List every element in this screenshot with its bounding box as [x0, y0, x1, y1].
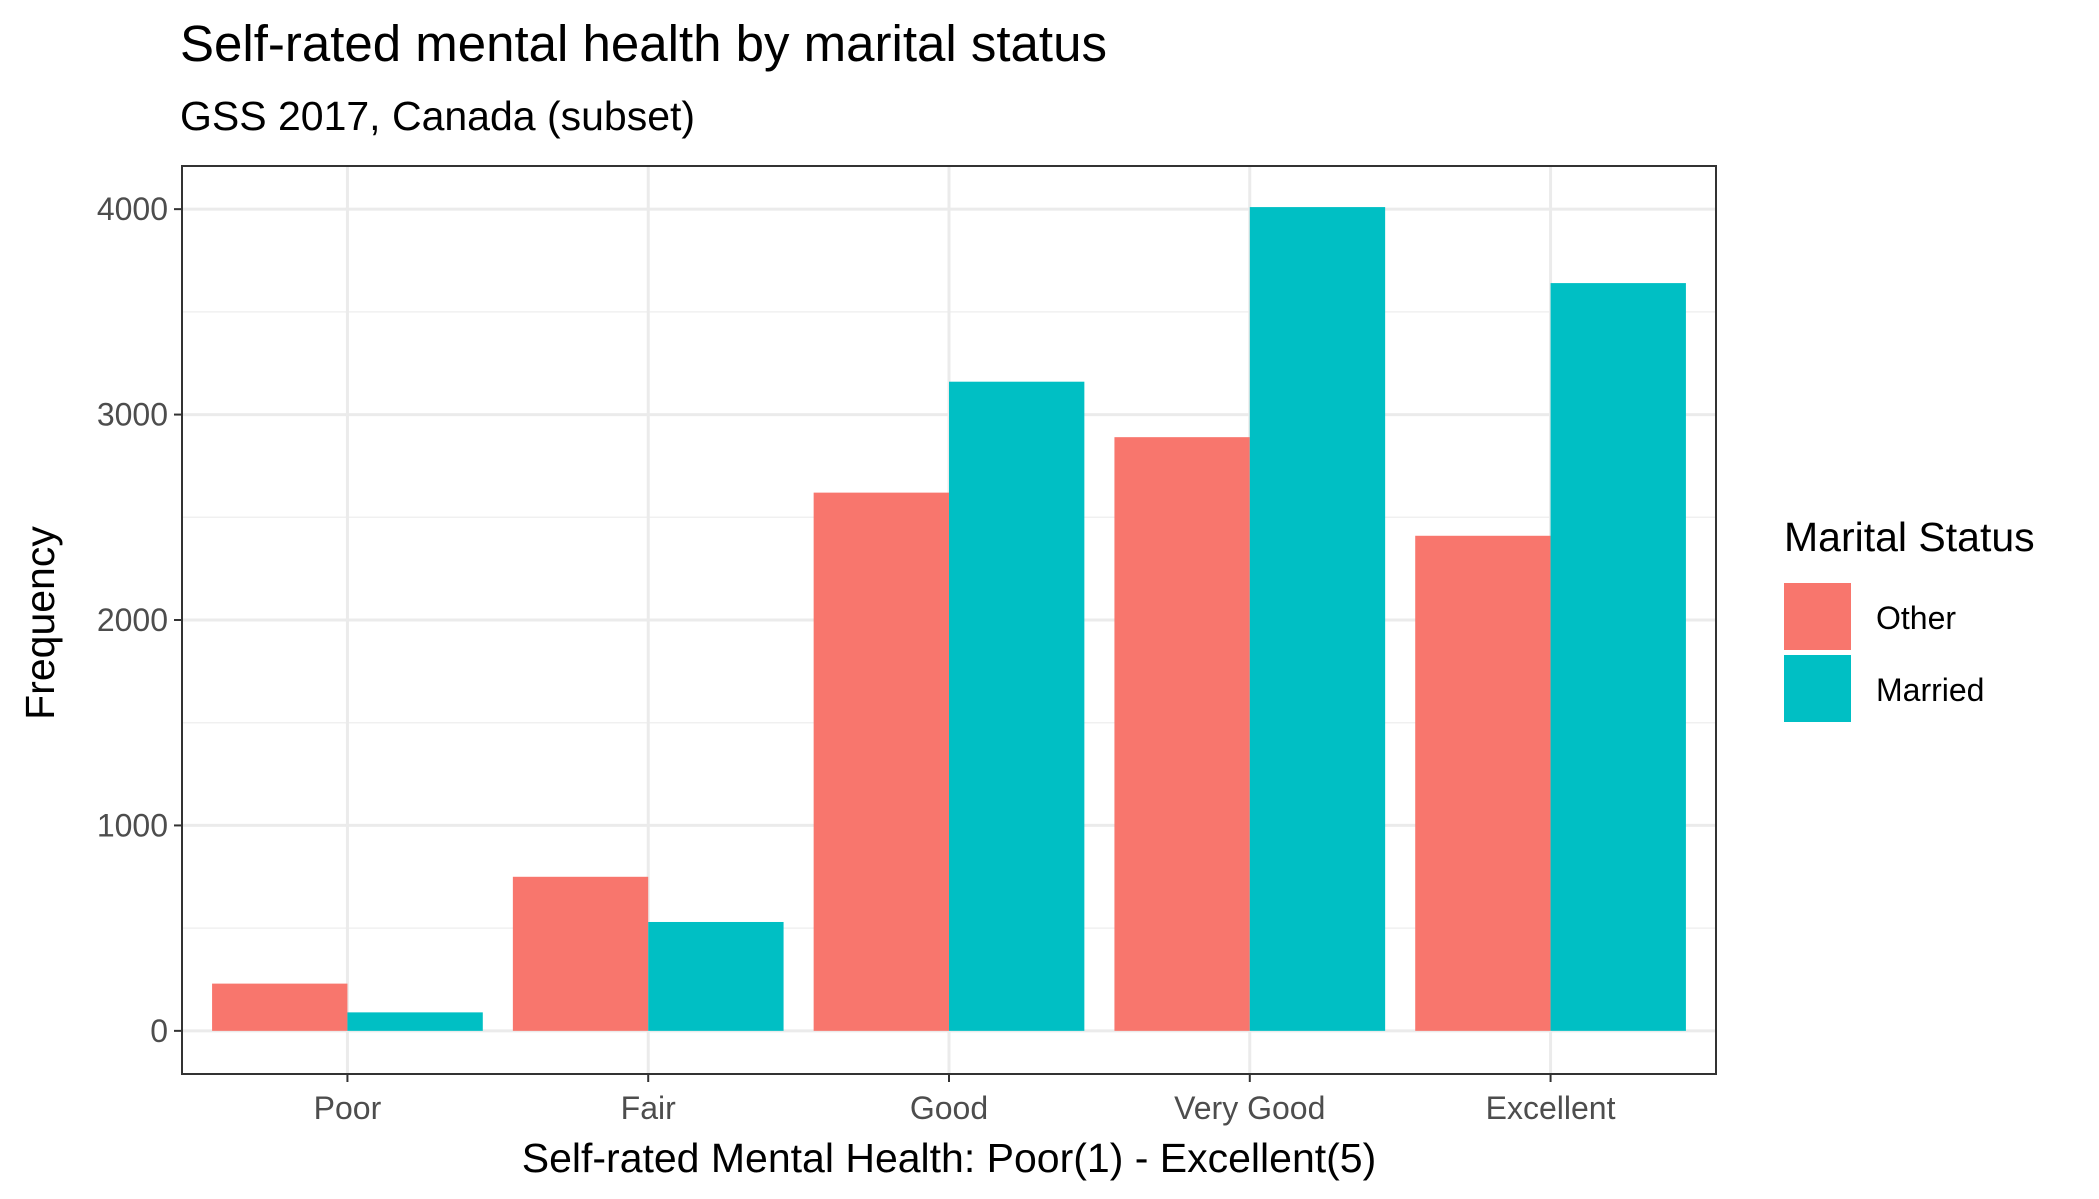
x-tick-label: Poor: [314, 1090, 382, 1126]
legend-key-other: [1784, 583, 1851, 650]
bar-married-excellent: [1550, 283, 1686, 1031]
bar-married-good: [949, 381, 1085, 1031]
bar-married-poor: [347, 1012, 483, 1031]
y-axis-title: Frequency: [17, 526, 63, 720]
bar-married-fair: [648, 921, 784, 1031]
x-axis-title: Self-rated Mental Health: Poor(1) - Exce…: [522, 1135, 1377, 1181]
bar-married-very-good: [1249, 207, 1386, 1031]
x-tick-label: Good: [910, 1090, 988, 1126]
y-axis: 0 1000 2000 3000 4000: [97, 191, 182, 1049]
legend-label-married: Married: [1876, 672, 1984, 708]
x-tick-label: Fair: [621, 1090, 676, 1126]
x-tick-label: Excellent: [1486, 1090, 1616, 1126]
y-tick-label: 2000: [97, 602, 168, 638]
legend: Marital Status Other Married: [1784, 514, 2035, 722]
bar-other-very-good: [1114, 437, 1250, 1031]
bar-other-fair: [512, 876, 649, 1031]
legend-label-other: Other: [1876, 600, 1956, 636]
y-tick-label: 4000: [97, 191, 168, 227]
y-tick-label: 3000: [97, 397, 168, 433]
bars: [212, 207, 1686, 1031]
legend-key-married: [1784, 655, 1851, 722]
x-axis: Poor Fair Good Very Good Excellent: [314, 1074, 1616, 1126]
chart-subtitle: GSS 2017, Canada (subset): [180, 93, 695, 139]
bar-other-excellent: [1415, 535, 1551, 1031]
bar-other-good: [813, 492, 949, 1031]
y-tick-label: 1000: [97, 807, 168, 843]
legend-title: Marital Status: [1784, 514, 2035, 560]
plot-panel: [181, 165, 1717, 1075]
chart-title: Self-rated mental health by marital stat…: [180, 15, 1107, 72]
bar-other-poor: [212, 983, 348, 1031]
y-tick-label: 0: [150, 1013, 168, 1049]
x-tick-label: Very Good: [1174, 1090, 1325, 1126]
